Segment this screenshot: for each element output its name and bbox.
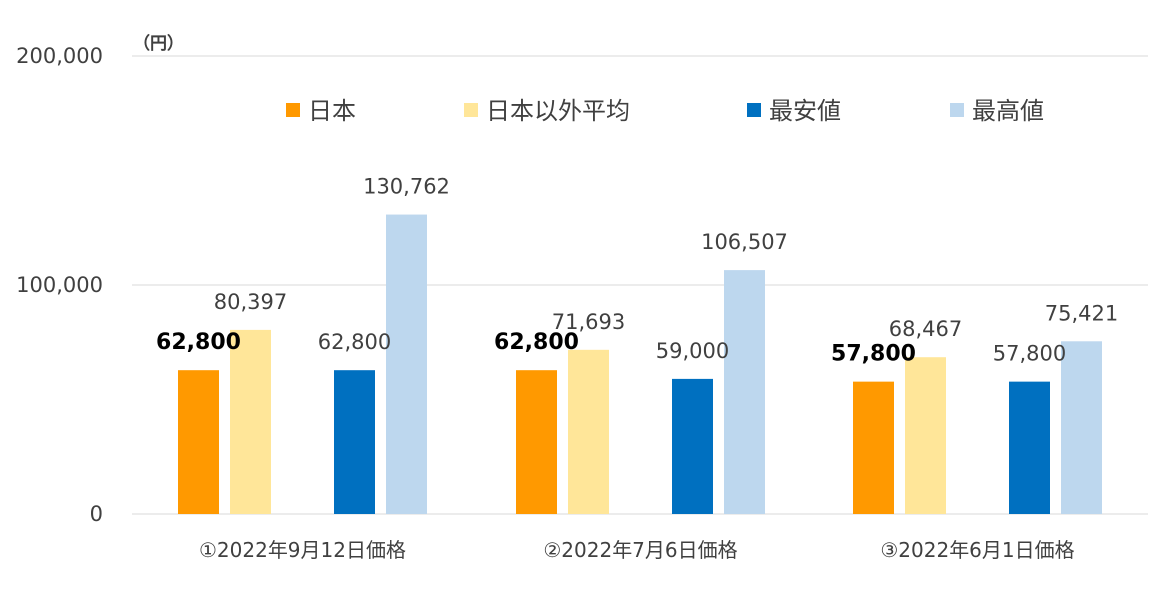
category-label: ①2022年9月12日価格	[199, 538, 406, 562]
data-label: 57,800	[831, 342, 916, 367]
legend-swatch	[747, 103, 761, 117]
bar	[1009, 381, 1050, 514]
bar	[672, 378, 713, 514]
legend-swatch	[464, 103, 478, 117]
legend-label: 日本以外平均	[486, 97, 630, 125]
data-label: 62,800	[494, 330, 579, 355]
unit-label: （円）	[133, 33, 184, 54]
bar	[1061, 341, 1102, 514]
data-label: 130,762	[363, 175, 450, 199]
y-tick-label: 200,000	[16, 44, 103, 68]
bars	[178, 214, 1102, 514]
data-label: 80,397	[214, 290, 287, 314]
data-label: 62,800	[318, 330, 391, 354]
legend-label: 日本	[308, 97, 356, 125]
data-label: 59,000	[656, 339, 729, 363]
legend-swatch	[286, 103, 300, 117]
legend-label: 最高値	[972, 97, 1044, 125]
legend-label: 最安値	[769, 97, 841, 125]
bar	[178, 370, 219, 514]
data-label: 68,467	[889, 317, 962, 341]
category-label: ②2022年7月6日価格	[543, 538, 737, 562]
data-label: 57,800	[993, 342, 1066, 366]
bar	[568, 349, 609, 514]
data-label: 106,507	[701, 230, 788, 254]
bar	[230, 329, 271, 514]
y-tick-label: 100,000	[16, 273, 103, 297]
gridlines	[132, 55, 1148, 515]
data-label: 62,800	[156, 330, 241, 355]
data-label: 71,693	[552, 310, 625, 334]
bar	[334, 370, 375, 514]
category-label: ③2022年6月1日価格	[880, 538, 1074, 562]
y-tick-label: 0	[90, 502, 103, 526]
bar	[516, 370, 557, 514]
category-labels: ①2022年9月12日価格 ②2022年7月6日価格 ③2022年6月1日価格	[199, 538, 1075, 562]
bar	[724, 270, 765, 514]
data-labels: 62,80080,39762,800130,76262,80071,69359,…	[156, 175, 1118, 367]
data-label: 75,421	[1045, 301, 1118, 325]
bar	[905, 357, 946, 514]
legend: 日本 日本以外平均 最安値 最高値	[286, 97, 1044, 125]
y-axis-ticks: 0 100,000 200,000	[16, 44, 103, 526]
bar	[386, 214, 427, 514]
bar	[853, 381, 894, 514]
legend-swatch	[950, 103, 964, 117]
